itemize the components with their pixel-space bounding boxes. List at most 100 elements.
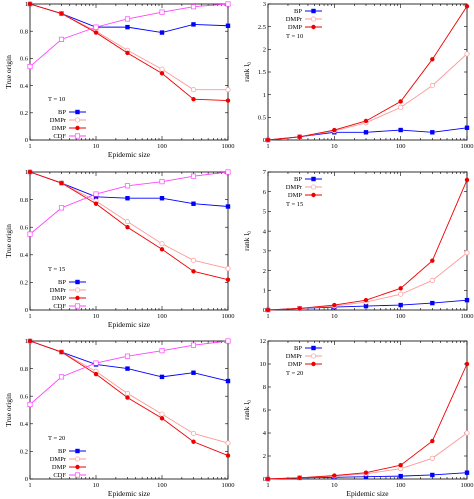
data-point xyxy=(58,374,65,380)
y-tick-label: 0 xyxy=(25,137,28,144)
y-tick-label: 0.5 xyxy=(258,115,266,122)
y-tick-label: 6 xyxy=(263,407,267,414)
data-point xyxy=(74,303,81,309)
y-tick-label: 8 xyxy=(263,384,266,391)
data-point xyxy=(225,98,231,103)
data-point xyxy=(93,191,99,197)
data-point xyxy=(74,472,81,478)
data-point xyxy=(311,192,316,198)
x-tick-label: 10 xyxy=(93,143,100,150)
data-point xyxy=(191,269,196,274)
data-point xyxy=(93,371,99,377)
data-point xyxy=(74,117,81,123)
data-point xyxy=(58,205,65,211)
data-point xyxy=(310,16,317,22)
series-cdf xyxy=(27,169,231,237)
y-tick-label: 0.8 xyxy=(20,28,28,35)
data-point xyxy=(311,345,316,351)
y-tick-label: 0.4 xyxy=(20,252,29,259)
plot-frame xyxy=(29,3,229,141)
data-point xyxy=(125,50,130,56)
y-axis-label: True origin xyxy=(4,393,13,427)
data-point xyxy=(191,201,196,206)
data-point xyxy=(93,360,99,366)
data-point xyxy=(363,474,369,479)
legend-label: DMPr xyxy=(50,117,67,124)
x-tick-label: 100 xyxy=(157,482,167,489)
data-point xyxy=(75,109,80,115)
data-point xyxy=(124,16,131,22)
data-point xyxy=(398,291,404,297)
legend-label: BP xyxy=(294,8,302,15)
data-point xyxy=(190,430,197,437)
legend-title: T = 20 xyxy=(48,435,65,442)
data-point xyxy=(429,455,435,461)
data-point xyxy=(75,295,80,301)
data-point xyxy=(430,130,435,135)
legend-label: BP xyxy=(58,448,66,455)
data-point xyxy=(464,361,470,367)
data-point xyxy=(124,353,131,359)
data-point xyxy=(27,1,33,7)
x-tick-label: 10 xyxy=(331,313,338,320)
x-tick-label: 100 xyxy=(396,313,406,320)
data-point xyxy=(363,118,369,124)
data-point xyxy=(190,257,197,263)
legend-label: CDF xyxy=(53,472,66,479)
data-point xyxy=(159,9,165,15)
y-tick-label: 1 xyxy=(25,338,28,345)
y-tick-label: 0.4 xyxy=(20,421,29,428)
legend-label: DMP xyxy=(52,295,66,302)
y-axis-label: rank l0 xyxy=(242,400,253,420)
y-tick-label: 4 xyxy=(263,228,267,235)
data-point xyxy=(159,348,165,354)
data-point xyxy=(297,475,302,481)
y-tick-label: 7 xyxy=(263,169,267,176)
legend-label: DMPr xyxy=(286,184,303,191)
legend-label: DMP xyxy=(288,24,302,31)
data-point xyxy=(225,266,231,272)
data-point xyxy=(311,361,316,367)
data-point xyxy=(124,219,131,225)
data-point xyxy=(297,306,302,311)
y-tick-label: 0 xyxy=(25,307,28,314)
legend-title: T = 15 xyxy=(286,201,303,208)
data-point xyxy=(125,366,130,371)
data-point xyxy=(159,196,165,201)
data-point xyxy=(429,83,435,89)
data-point xyxy=(190,87,197,93)
data-point xyxy=(75,125,80,131)
data-point xyxy=(191,97,196,102)
series-dmp xyxy=(27,1,231,103)
x-tick-label: 1000 xyxy=(461,313,474,320)
data-point xyxy=(191,370,196,375)
data-point xyxy=(159,66,165,72)
data-point xyxy=(159,416,165,421)
x-tick-label: 1 xyxy=(28,313,31,320)
data-point xyxy=(398,99,403,104)
x-tick-label: 100 xyxy=(396,143,406,150)
data-point xyxy=(74,133,81,139)
data-point xyxy=(464,250,470,256)
series-dmpr xyxy=(265,51,470,143)
y-tick-label: 0.6 xyxy=(20,56,29,63)
data-point xyxy=(225,204,231,209)
y-tick-label: 0.8 xyxy=(20,366,28,373)
y-tick-label: 2.5 xyxy=(258,24,266,31)
data-point xyxy=(75,464,80,470)
x-tick-label: 1 xyxy=(266,143,269,150)
y-tick-label: 6 xyxy=(263,189,267,196)
data-point xyxy=(75,279,80,285)
series-line xyxy=(267,53,468,141)
y-tick-label: 1.5 xyxy=(258,69,266,76)
y-tick-label: 0.8 xyxy=(20,197,28,204)
data-point xyxy=(125,196,130,201)
data-point xyxy=(124,183,131,189)
x-tick-label: 1000 xyxy=(222,143,235,150)
legend-label: DMPr xyxy=(50,287,67,294)
x-tick-label: 1000 xyxy=(461,482,474,489)
data-point xyxy=(59,11,64,16)
